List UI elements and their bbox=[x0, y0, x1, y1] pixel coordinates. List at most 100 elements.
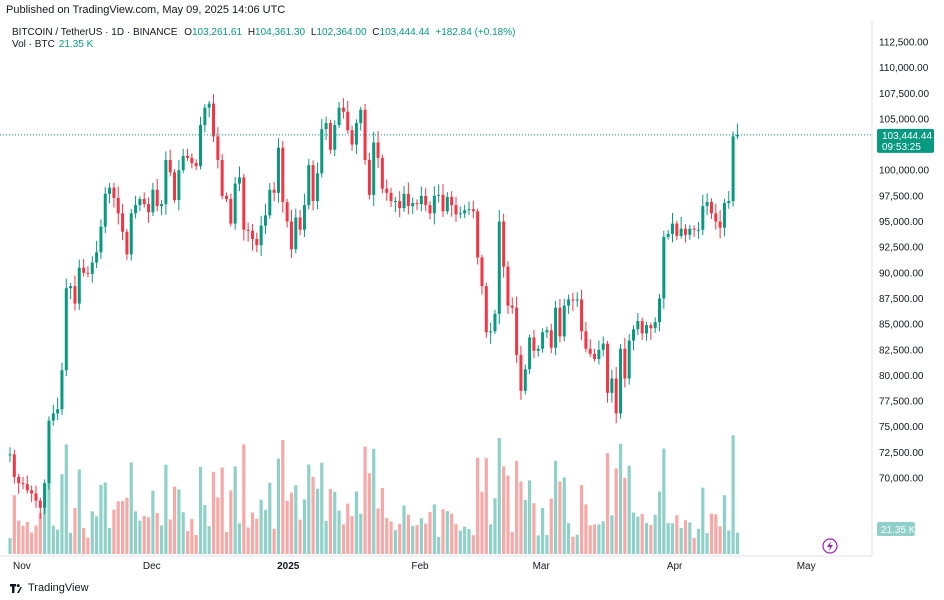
candle-body bbox=[164, 159, 168, 205]
candle-body bbox=[285, 202, 289, 222]
volume-bar bbox=[545, 535, 549, 554]
candle-body bbox=[683, 228, 687, 235]
volume-bar bbox=[688, 522, 692, 554]
candle-body bbox=[376, 142, 380, 158]
volume-bar bbox=[437, 536, 441, 554]
candle-body bbox=[709, 202, 713, 214]
volume-bar bbox=[562, 477, 566, 554]
candle-body bbox=[714, 213, 718, 222]
candle-body bbox=[17, 476, 21, 484]
volume-bar bbox=[476, 457, 480, 554]
volume-bar bbox=[614, 468, 618, 554]
volume-bar bbox=[142, 515, 146, 554]
candle-body bbox=[207, 103, 211, 108]
candle-body bbox=[129, 213, 133, 255]
volume-bar bbox=[432, 504, 436, 554]
volume-bar bbox=[489, 524, 493, 554]
candle-body bbox=[60, 370, 64, 410]
candle-body bbox=[627, 340, 631, 379]
candle-body bbox=[688, 228, 692, 235]
candle-body bbox=[212, 103, 216, 137]
volume-bar bbox=[333, 491, 337, 554]
candle-body bbox=[489, 331, 493, 333]
candle-body bbox=[363, 109, 367, 160]
candle-body bbox=[194, 163, 198, 167]
footer-brand: TradingView bbox=[10, 582, 89, 594]
x-tick-label: Apr bbox=[667, 561, 683, 572]
candle-body bbox=[289, 221, 293, 250]
candle-body bbox=[281, 147, 285, 203]
volume-bar bbox=[653, 514, 657, 554]
candle-body bbox=[545, 330, 549, 333]
volume-bar bbox=[276, 458, 281, 554]
volume-bar bbox=[324, 520, 328, 554]
candle-body bbox=[515, 307, 519, 355]
volume-bar bbox=[64, 444, 68, 554]
volume-label: Vol · BTC bbox=[12, 39, 55, 50]
candle-body bbox=[718, 221, 722, 228]
volume-bar bbox=[38, 512, 42, 554]
candle-body bbox=[43, 483, 47, 508]
tradingview-logo-icon bbox=[10, 583, 22, 593]
volume-bar bbox=[133, 511, 138, 554]
candle-body bbox=[480, 257, 484, 287]
candle-body bbox=[151, 189, 155, 213]
candle-body bbox=[34, 493, 38, 501]
candle-body bbox=[99, 226, 103, 253]
volume-bar bbox=[82, 528, 86, 554]
candle-body bbox=[21, 483, 25, 485]
volume-bar bbox=[618, 443, 623, 554]
high-value: 104,361.30 bbox=[255, 27, 306, 38]
volume-bar bbox=[255, 518, 259, 554]
volume-bar bbox=[229, 490, 233, 554]
volume-bar bbox=[528, 480, 532, 554]
volume-bar bbox=[722, 495, 727, 554]
volume-bar bbox=[402, 505, 406, 554]
candle-body bbox=[346, 111, 350, 131]
volume-bar bbox=[177, 489, 181, 554]
volume-bar bbox=[294, 485, 298, 554]
candle-body bbox=[454, 205, 458, 215]
y-tick-label: 100,000.00 bbox=[879, 166, 929, 177]
price-badge: 103,444.44 09:53:25 bbox=[877, 128, 934, 153]
y-tick-label: 95,000.00 bbox=[879, 217, 924, 228]
volume-bar bbox=[566, 523, 571, 554]
volume-bar bbox=[272, 528, 276, 554]
candle-body bbox=[12, 454, 16, 477]
volume-bar bbox=[47, 441, 51, 554]
volume-bar bbox=[692, 537, 696, 554]
candle-body bbox=[675, 223, 679, 236]
volume-bar bbox=[484, 458, 488, 554]
y-tick-label: 75,000.00 bbox=[879, 422, 924, 433]
candle-body bbox=[186, 155, 190, 158]
candle-body bbox=[341, 107, 345, 112]
volume-bar bbox=[662, 448, 666, 554]
volume-bar bbox=[328, 488, 333, 554]
volume-bar bbox=[172, 486, 177, 554]
y-tick-label: 85,000.00 bbox=[879, 320, 924, 331]
volume-bar bbox=[311, 476, 315, 554]
candle-body bbox=[441, 194, 445, 212]
lightning-icon[interactable] bbox=[822, 538, 838, 554]
volume-bar bbox=[419, 518, 423, 554]
candle-body bbox=[532, 337, 536, 351]
volume-bar bbox=[242, 444, 246, 554]
volume-bar bbox=[597, 524, 601, 554]
volume-bar bbox=[657, 491, 662, 554]
candle-body bbox=[177, 170, 181, 200]
candle-body bbox=[666, 233, 670, 237]
candle-body bbox=[398, 201, 402, 209]
volume-bar bbox=[90, 511, 94, 554]
candle-body bbox=[320, 129, 324, 174]
volume-bar bbox=[532, 503, 536, 554]
volume-bar bbox=[263, 510, 268, 554]
price-badge-value: 103,444.44 bbox=[882, 131, 932, 142]
volume-bar bbox=[727, 530, 731, 554]
candle-body bbox=[653, 322, 657, 329]
volume-bar bbox=[298, 519, 302, 554]
volume-bar bbox=[69, 532, 73, 554]
volume-bar bbox=[285, 500, 289, 554]
y-tick-label: 110,000.00 bbox=[879, 63, 929, 74]
volume-bar bbox=[592, 524, 597, 554]
